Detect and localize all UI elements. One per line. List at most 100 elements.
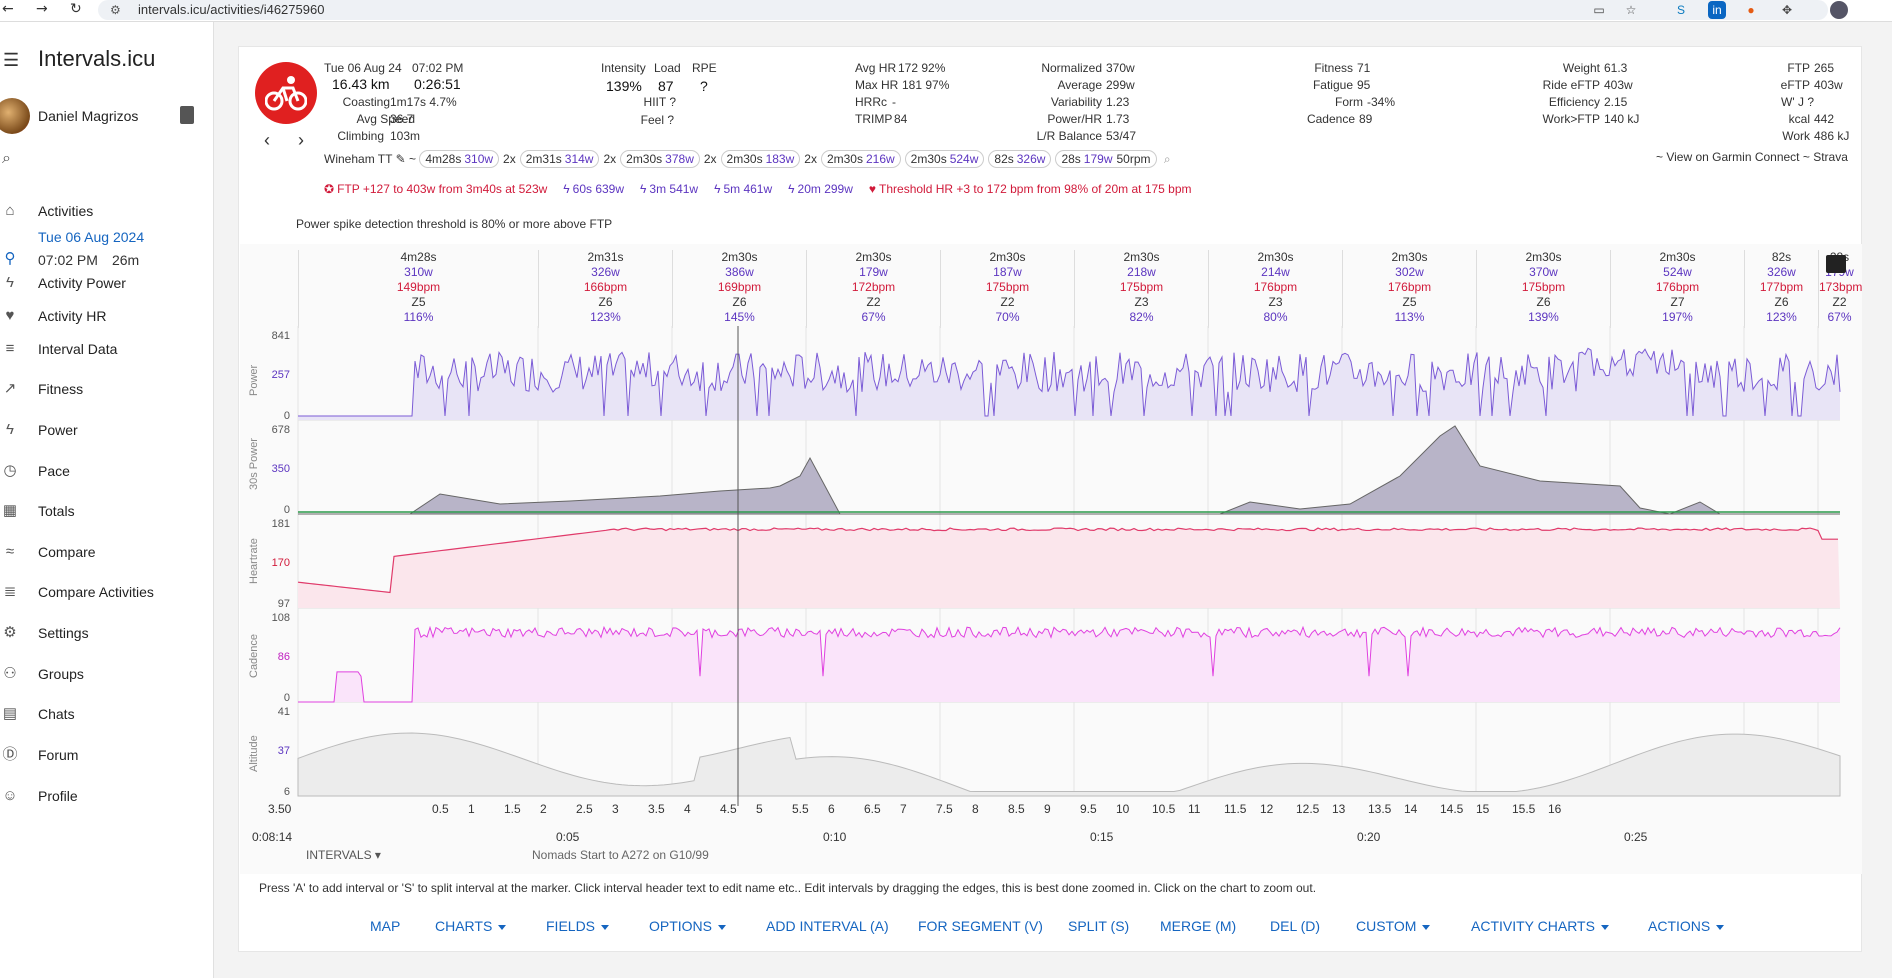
interval-header[interactable]: 2m30s 524w 176bpm Z7 197% (1610, 250, 1744, 328)
alert-item[interactable]: ϟ 5m 461w (714, 182, 780, 196)
intervals-button[interactable]: INTERVALS ▾ (306, 848, 381, 862)
sidebar-item-settings[interactable]: ⚙ Settings (0, 616, 214, 650)
current-activity-date[interactable]: Tue 06 Aug 2024 (38, 229, 145, 245)
search-icon[interactable]: ⌕ (1163, 152, 1171, 166)
sidebar-item-totals[interactable]: ▦ Totals (0, 494, 214, 528)
bike-icon: ⚲ (4, 250, 16, 267)
sidebar-item-activities[interactable]: ⌂ Activities ⚲ (0, 194, 214, 267)
alert-item[interactable]: ϟ 3m 541w (640, 182, 706, 196)
phr-label: Power/HR (1047, 112, 1102, 126)
interval-header[interactable]: 2m30s 218w 175bpm Z3 82% (1074, 250, 1208, 328)
spike-threshold-note[interactable]: Power spike detection threshold is 80% o… (296, 217, 613, 231)
km-tick: 12.5 (1296, 802, 1320, 816)
interval-header[interactable]: 2m30s 370w 175bpm Z6 139% (1476, 250, 1610, 328)
user-name[interactable]: Daniel Magrizos (38, 108, 139, 124)
document-icon[interactable] (180, 106, 194, 124)
alert-item[interactable]: ϟ 20m 299w (788, 182, 861, 196)
sidebar-item-profile[interactable]: ☺ Profile (0, 779, 214, 813)
toolbar-custom[interactable]: CUSTOM (1356, 918, 1431, 934)
extensions-icon[interactable]: ✥ (1781, 3, 1793, 17)
menu-icon[interactable]: ☰ (3, 50, 20, 70)
forward-icon[interactable]: → (36, 1, 48, 17)
calendar-icon: ▦ (2, 502, 18, 519)
back-icon[interactable]: ← (2, 1, 14, 17)
sidebar-item-forum[interactable]: Ⓓ Forum (0, 738, 214, 772)
sidebar-item-interval-data[interactable]: ≡ Interval Data (0, 332, 214, 366)
km-tick: 2 (540, 802, 547, 816)
toolbar-label: ACTIONS (1648, 918, 1711, 934)
next-activity-icon[interactable]: › (298, 130, 304, 150)
toolbar-fields[interactable]: FIELDS (546, 918, 610, 934)
coasting-value: 1m17s 4.7% (390, 95, 457, 109)
sidebar-item-activity-power[interactable]: ϟ Activity Power (0, 266, 214, 300)
sidebar-item-chats[interactable]: ▤ Chats (0, 697, 214, 731)
sidebar-item-pace[interactable]: ◷ Pace (0, 454, 214, 488)
star-icon[interactable]: ☆ (1625, 3, 1637, 17)
load-label: Load (654, 61, 681, 75)
alert-item[interactable]: ϟ 60s 639w (563, 182, 632, 196)
interval-chip[interactable]: 2m30s 524w (904, 150, 985, 168)
interval-header[interactable]: 4m28s 310w 149bpm Z5 116% (298, 250, 538, 328)
sidebar-item-activity-hr[interactable]: ♥ Activity HR (0, 299, 214, 333)
interval-chip[interactable]: 28s 179w 50rpm (1055, 150, 1157, 168)
interval-w: 310w (404, 265, 433, 279)
activity-charts[interactable] (240, 326, 1862, 806)
interval-header[interactable]: 82s 326w 177bpm Z6 123% (1744, 250, 1818, 328)
profile-avatar-icon[interactable] (1830, 1, 1848, 19)
segment-name[interactable]: Nomads Start to A272 on G10/99 (532, 848, 709, 862)
toolbar-actions[interactable]: ACTIONS (1648, 918, 1725, 934)
interval-w: 370w (1529, 265, 1558, 279)
external-links[interactable]: ~ View on Garmin Connect ~ Strava (1656, 150, 1848, 164)
search-icon[interactable]: ⌕ (2, 150, 11, 167)
sidebar-item-power[interactable]: ϟ Power (0, 413, 214, 447)
reload-icon[interactable]: ↻ (70, 1, 82, 17)
interval-z: Z3 (1268, 295, 1283, 309)
interval-chip[interactable]: 2m30s 378w (620, 150, 700, 168)
interval-chip[interactable]: 2m30s 183w (720, 150, 801, 168)
route-name[interactable]: Wineham TT (324, 152, 393, 166)
toolbar-for-segment-v[interactable]: FOR SEGMENT (V) (918, 918, 1043, 934)
intensity-value: 139% (606, 78, 642, 94)
toolbar-map[interactable]: MAP (370, 918, 400, 934)
interval-chip[interactable]: 2m30s 216w (820, 150, 901, 168)
interval-header[interactable]: 2m30s 214w 176bpm Z3 80% (1208, 250, 1342, 328)
avatar[interactable] (0, 98, 30, 134)
address-bar[interactable]: ⚙ intervals.icu/activities/i46275960 (98, 0, 1828, 20)
toolbar-charts[interactable]: CHARTS (435, 918, 507, 934)
duckduckgo-icon[interactable]: ● (1747, 3, 1755, 17)
help-text: Press 'A' to add interval or 'S' to spli… (259, 881, 1317, 895)
interval-header[interactable]: 2m30s 386w 169bpm Z6 145% (672, 250, 806, 328)
alert-item[interactable]: ✪ FTP +127 to 403w from 3m40s at 523w (324, 182, 555, 196)
interval-header[interactable]: 2m30s 179w 172bpm Z2 67% (806, 250, 940, 328)
interval-chip[interactable]: 82s 326w (988, 150, 1052, 168)
current-activity-time[interactable]: 07:02 PM 26m (38, 252, 139, 268)
toolbar-add-interval-a[interactable]: ADD INTERVAL (A) (766, 918, 889, 934)
sidebar-item-fitness[interactable]: ↗ Fitness (0, 372, 214, 406)
toolbar-activity-charts[interactable]: ACTIVITY CHARTS (1471, 918, 1609, 934)
interval-z: Z3 (1134, 295, 1149, 309)
phr-value: 1.73 (1106, 112, 1130, 126)
chip-watts: 524w (949, 152, 979, 166)
comment-icon[interactable] (1826, 255, 1846, 273)
toolbar-options[interactable]: OPTIONS (649, 918, 727, 934)
interval-chip[interactable]: 2m31s 314w (519, 150, 600, 168)
interval-p: 67% (861, 310, 886, 324)
sidebar-item-compare-activities[interactable]: ≣ Compare Activities (0, 575, 214, 609)
interval-header[interactable]: 2m30s 302w 176bpm Z5 113% (1342, 250, 1476, 328)
hrrc-value: - (892, 95, 896, 109)
linkedin-icon[interactable]: in (1708, 1, 1726, 19)
toolbar-split-s[interactable]: SPLIT (S) (1068, 918, 1129, 934)
interval-header[interactable]: 2m30s 187w 175bpm Z2 70% (940, 250, 1074, 328)
sidebar-item-groups[interactable]: ⚇ Groups (0, 657, 214, 691)
toolbar-del-d[interactable]: DEL (D) (1270, 918, 1320, 934)
alert-item[interactable]: ♥ Threshold HR +3 to 172 bpm from 98% of … (869, 182, 1200, 196)
skype-icon[interactable]: S (1676, 3, 1685, 17)
site-info-icon[interactable]: ⚙ (110, 3, 121, 17)
interval-header[interactable]: 2m31s 326w 166bpm Z6 123% (538, 250, 672, 328)
toolbar-merge-m[interactable]: MERGE (M) (1160, 918, 1236, 934)
install-icon[interactable]: ▭ (1593, 3, 1605, 17)
sidebar-item-compare[interactable]: ≈ Compare (0, 535, 214, 569)
interval-chip[interactable]: 4m28s 310w (419, 150, 500, 168)
km-tick: 0.5 (432, 802, 449, 816)
prev-activity-icon[interactable]: ‹ (264, 130, 270, 150)
